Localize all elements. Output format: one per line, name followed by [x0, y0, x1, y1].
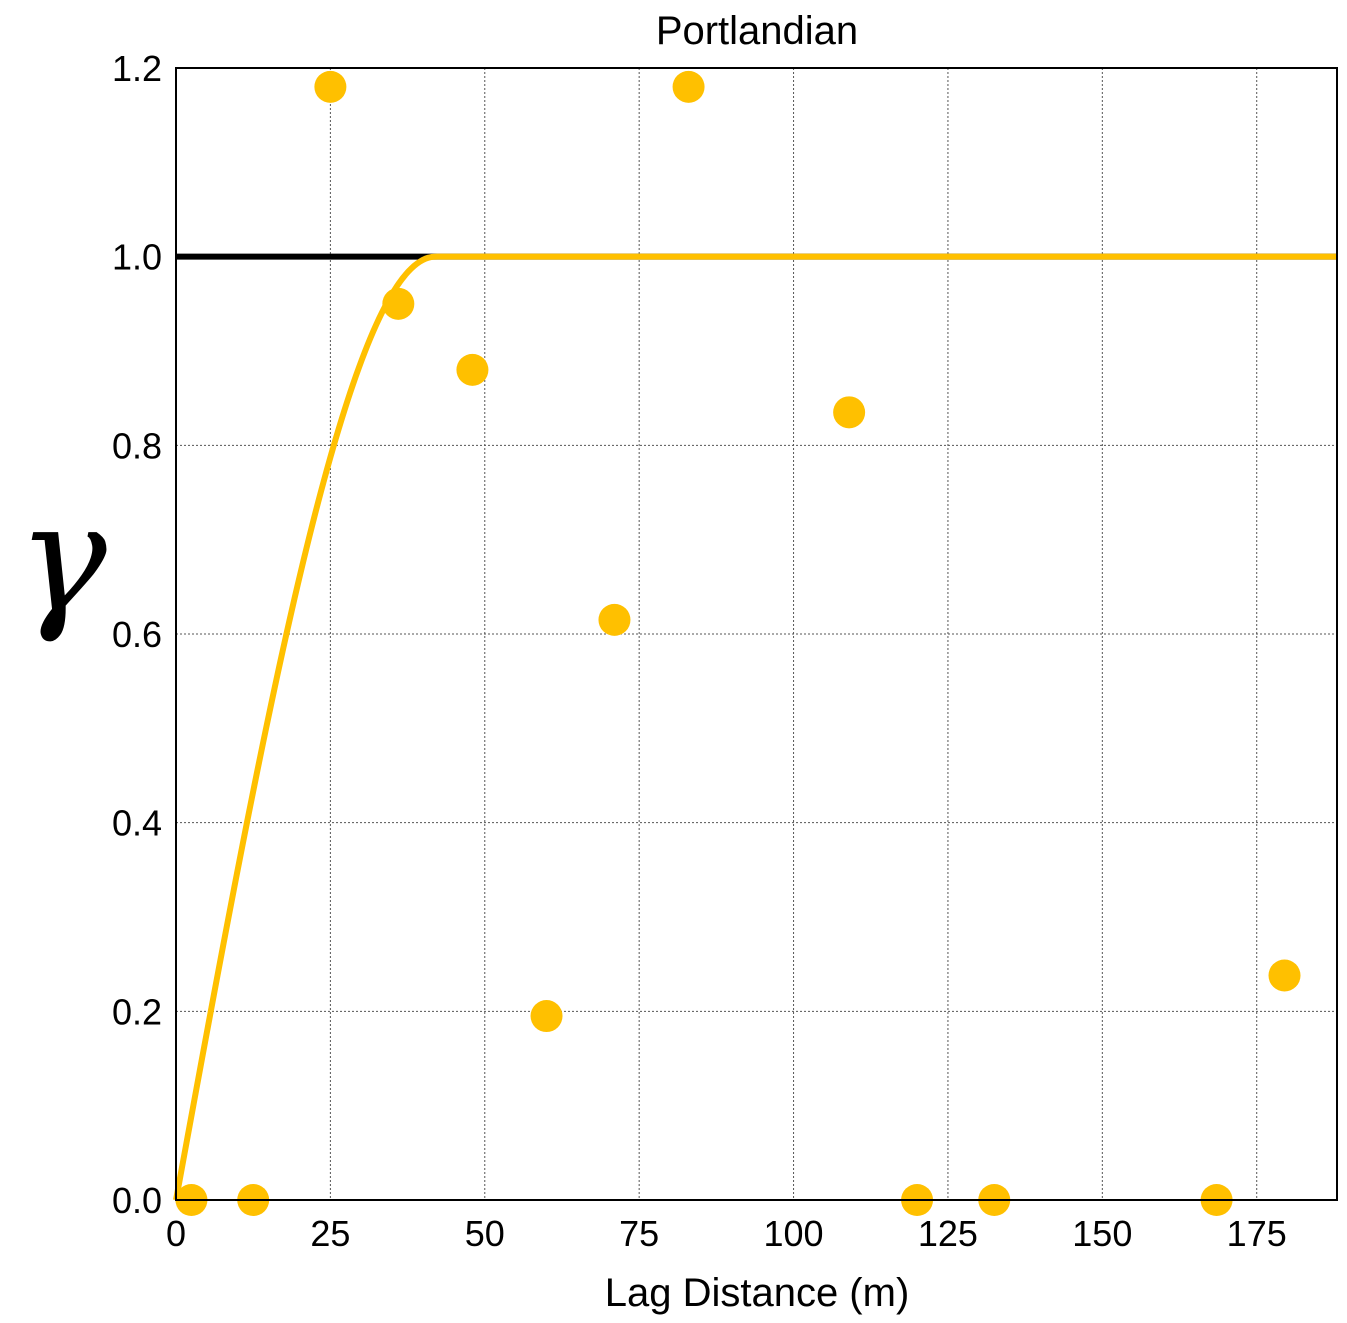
- x-tick-label: 125: [918, 1213, 978, 1254]
- x-tick-label: 100: [764, 1213, 824, 1254]
- x-tick-labels: 0 25 50 75 100 125 150 175: [166, 1213, 1287, 1254]
- x-tick-label: 25: [310, 1213, 350, 1254]
- spherical-model-curve: [173, 253, 1338, 1201]
- data-point: [833, 396, 866, 429]
- x-tick-label: 175: [1227, 1213, 1287, 1254]
- data-points-layer: [175, 70, 1301, 1216]
- model-curve-layer: [173, 253, 1338, 1201]
- data-point: [530, 1000, 563, 1033]
- plot-frame: [175, 67, 1338, 1201]
- data-point: [314, 70, 347, 103]
- y-tick-label: 0.6: [112, 614, 162, 655]
- y-tick-label: 1.2: [112, 48, 162, 89]
- x-tick-label: 50: [465, 1213, 505, 1254]
- data-point: [1268, 959, 1301, 992]
- data-point: [382, 287, 415, 320]
- data-point: [456, 353, 489, 386]
- data-point: [672, 70, 705, 103]
- x-tick-label: 0: [166, 1213, 186, 1254]
- x-axis-title: Lag Distance (m): [605, 1271, 910, 1315]
- chart-title: Portlandian: [656, 9, 858, 53]
- y-tick-label: 1.0: [112, 237, 162, 278]
- y-tick-label: 0.8: [112, 425, 162, 466]
- y-tick-labels: 0.0 0.2 0.4 0.6 0.8 1.0 1.2: [112, 48, 162, 1221]
- grid-lines: [176, 68, 1337, 1200]
- y-tick-label: 0.4: [112, 803, 162, 844]
- y-tick-label: 0.2: [112, 991, 162, 1032]
- x-tick-label: 150: [1072, 1213, 1132, 1254]
- data-point: [598, 603, 631, 636]
- x-tick-label: 75: [619, 1213, 659, 1254]
- y-tick-label: 0.0: [112, 1180, 162, 1221]
- y-axis-title: γ: [17, 472, 107, 646]
